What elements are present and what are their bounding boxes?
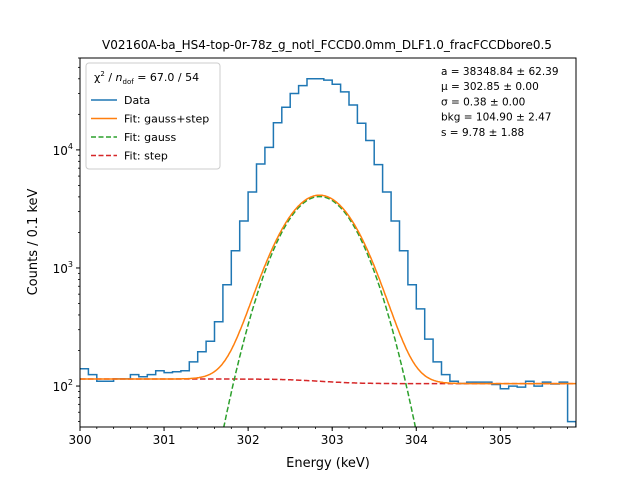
legend-data-label: Data [124,94,150,107]
fit-param-2: σ = 0.38 ± 0.00 [441,96,525,108]
x-tick-label-5: 305 [489,433,512,447]
chart-title: V02160A-ba_HS4-top-0r-78z_g_notl_FCCD0.0… [102,38,552,52]
x-tick-label-3: 303 [321,433,344,447]
fit-gauss-line [223,195,417,427]
legend-fit-step-label: Fit: step [124,150,168,163]
x-tick-label-2: 302 [237,433,260,447]
fit-param-4: s = 9.78 ± 1.88 [441,127,524,139]
y-axis-label: Counts / 0.1 keV [26,189,41,296]
fit-param-3: bkg = 104.90 ± 2.47 [441,112,551,124]
fit-parameters: a = 38348.84 ± 62.39 μ = 302.85 ± 0.00 σ =… [441,66,559,139]
x-tick-label-0: 300 [69,433,92,447]
x-tick-label-4: 304 [405,433,428,447]
legend: χ2 / ndof = 67.0 / 54 Data Fit: gauss+ste… [85,62,221,170]
x-tick-label-1: 301 [153,433,176,447]
legend-fit-gauss-label: Fit: gauss [124,131,177,144]
x-axis: 300 301 302 303 304 305 [69,427,568,447]
legend-chi2: χ2 / ndof = 67.0 / 54 [94,70,199,86]
fit-param-0: a = 38348.84 ± 62.39 [441,66,559,78]
legend-fit-gauss-step-label: Fit: gauss+step [124,113,209,126]
data-histogram [80,78,576,427]
y-tick-label-2: 104 [53,142,73,158]
y-tick-label-0: 102 [53,378,73,394]
x-axis-label: Energy (keV) [286,456,370,471]
legend-box [85,62,221,170]
fit-gauss-step-line [80,194,576,385]
plot-area [80,78,576,427]
axes-frame [79,57,577,428]
y-tick-label-1: 103 [53,260,73,276]
fit-param-1: μ = 302.85 ± 0.00 [441,81,539,93]
y-axis: 102 103 104 [53,57,80,422]
